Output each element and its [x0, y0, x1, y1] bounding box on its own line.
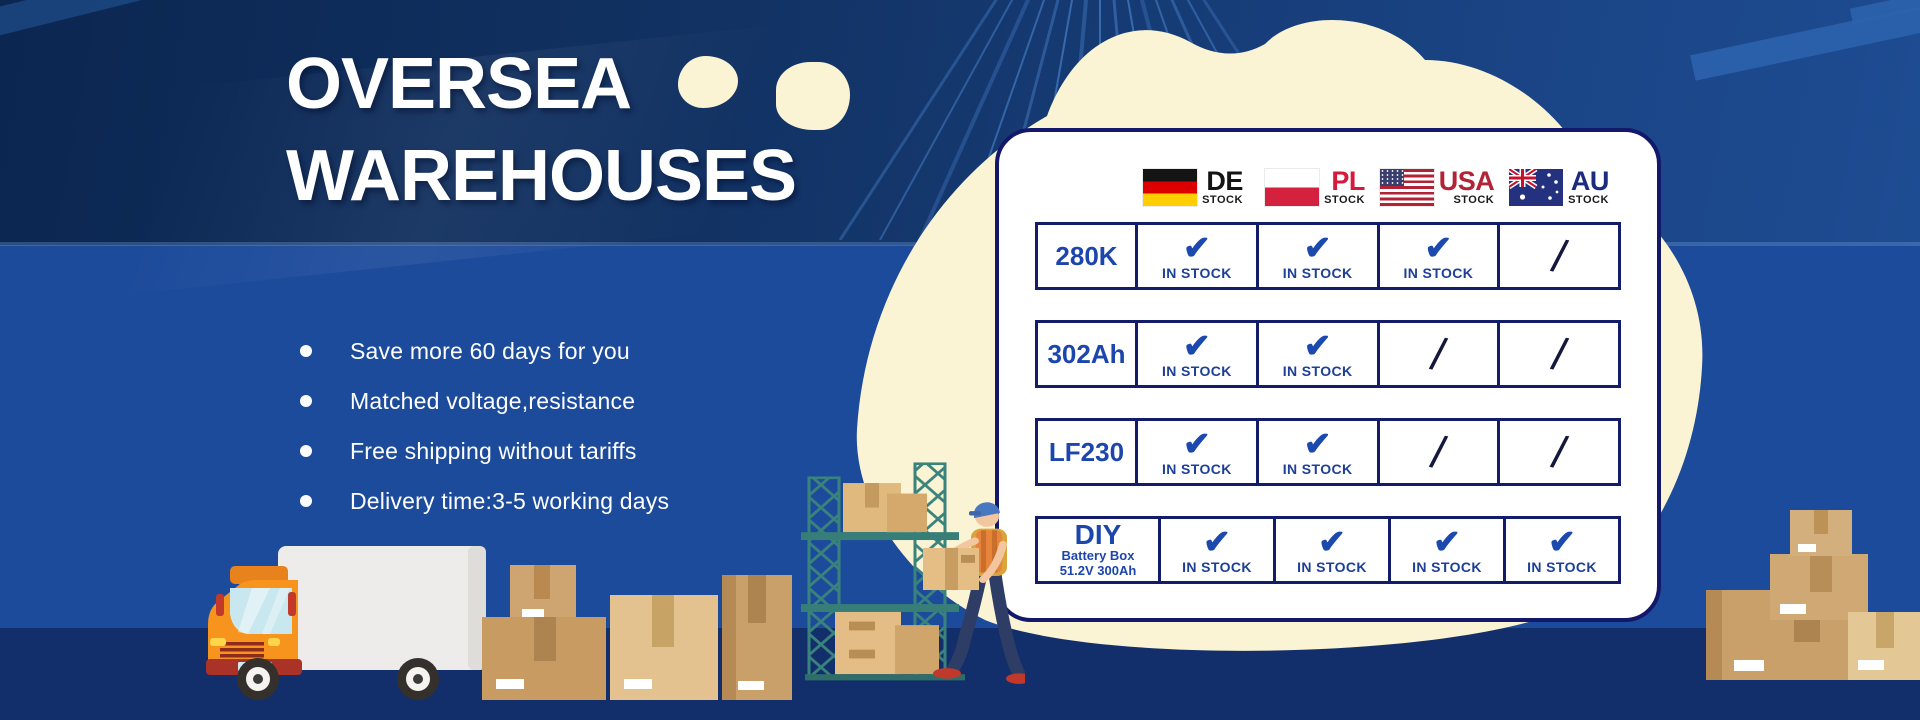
delivery-truck-icon [206, 546, 486, 700]
page-title: OVERSEA WAREHOUSES [286, 38, 797, 222]
table-row-280k: 280K ✔ IN STOCK ✔ IN STOCK ✔ IN STOCK / [1035, 222, 1621, 290]
table-row-diy: DIY Battery Box 51.2V 300Ah ✔ IN STOCK ✔… [1035, 516, 1621, 584]
table-row-lf230: LF230 ✔ IN STOCK ✔ IN STOCK / / [1035, 418, 1621, 486]
stock-mark-icon: ✔ [1183, 326, 1211, 364]
stock-mark-icon: ✔ [1303, 326, 1332, 364]
table-row-302ah: 302Ah ✔ IN STOCK ✔ IN STOCK / / [1035, 320, 1621, 388]
stock-cell: ✔ IN STOCK [1138, 225, 1256, 287]
stock-mark-icon: ✔ [1183, 424, 1211, 462]
cloud-puff-icon [776, 62, 850, 130]
usa-flag-icon [1379, 169, 1434, 206]
stock-cell: / [1376, 421, 1498, 483]
product-label: DIY Battery Box 51.2V 300Ah [1038, 519, 1161, 581]
in-stock-label: IN STOCK [1527, 558, 1597, 575]
warehouse-stock-label: STOCK [1202, 194, 1243, 206]
list-item: Delivery time:3-5 working days [300, 476, 669, 526]
australia-flag-icon [1509, 169, 1564, 206]
warehouse-stock-label: STOCK [1324, 194, 1365, 206]
list-item: Matched voltage,resistance [300, 376, 669, 426]
title-line-1: OVERSEA [286, 44, 632, 124]
poland-flag-icon [1265, 169, 1320, 206]
list-item: Free shipping without tariffs [300, 426, 669, 476]
stock-mark-icon: ✔ [1303, 424, 1332, 462]
list-item: Save more 60 days for you [300, 326, 669, 376]
warehouse-header-au: AU STOCK [1498, 162, 1620, 206]
germany-flag-icon [1143, 169, 1198, 206]
stock-mark-icon: / [1426, 425, 1451, 479]
stock-cell: / [1376, 323, 1498, 385]
warehouse-code: AU [1570, 166, 1610, 196]
stock-cell: / [1497, 421, 1618, 483]
stock-mark-icon: / [1426, 327, 1451, 381]
stock-cell: ✔ IN STOCK [1161, 519, 1273, 581]
in-stock-label: IN STOCK [1161, 362, 1232, 379]
benefit-text: Matched voltage,resistance [350, 387, 636, 414]
bullet-dot-icon [300, 345, 312, 357]
in-stock-label: IN STOCK [1161, 264, 1232, 281]
product-label: LF230 [1038, 421, 1138, 483]
stock-cell: ✔ IN STOCK [1255, 421, 1377, 483]
stock-cell: ✔ IN STOCK [1255, 225, 1377, 287]
in-stock-label: IN STOCK [1297, 558, 1367, 575]
stock-mark-icon: / [1547, 327, 1571, 381]
warehouse-stock-label: STOCK [1453, 194, 1495, 206]
in-stock-label: IN STOCK [1161, 460, 1232, 477]
warehouse-stock-card: DE STOCK PL STOCK USA [995, 128, 1661, 622]
warehouse-stock-label: STOCK [1568, 194, 1609, 206]
stock-cell: ✔ IN STOCK [1273, 519, 1388, 581]
product-label: 280K [1038, 225, 1138, 287]
benefit-text: Delivery time:3-5 working days [350, 487, 670, 514]
cardboard-boxes-icon [482, 565, 792, 700]
warehouse-code: USA [1438, 166, 1495, 196]
stock-cell: ✔ IN STOCK [1388, 519, 1503, 581]
stock-cell: ✔ IN STOCK [1138, 323, 1256, 385]
warehouse-code: PL [1331, 166, 1365, 196]
in-stock-label: IN STOCK [1282, 460, 1353, 477]
stock-mark-icon: ✔ [1318, 522, 1346, 560]
in-stock-label: IN STOCK [1412, 558, 1482, 575]
warehouse-header-row: DE STOCK PL STOCK USA [1132, 162, 1620, 206]
in-stock-label: IN STOCK [1403, 264, 1474, 281]
stock-mark-icon: ✔ [1433, 522, 1461, 560]
box-stack-icon [1706, 510, 1920, 680]
stock-cell: / [1497, 225, 1618, 287]
stock-mark-icon: ✔ [1203, 522, 1231, 560]
benefit-text: Save more 60 days for you [350, 337, 630, 364]
warehouse-header-pl: PL STOCK [1254, 162, 1376, 206]
title-line-2: WAREHOUSES [286, 136, 797, 216]
stock-mark-icon: ✔ [1424, 228, 1453, 266]
benefit-text: Free shipping without tariffs [350, 437, 637, 464]
bullet-dot-icon [300, 495, 312, 507]
stock-mark-icon: ✔ [1183, 228, 1211, 266]
cloud-puff-icon [678, 56, 738, 108]
stock-mark-icon: / [1547, 229, 1571, 283]
bullet-dot-icon [300, 445, 312, 457]
stock-cell: ✔ IN STOCK [1376, 225, 1498, 287]
warehouse-rack-worker-icon [801, 462, 1025, 684]
benefit-list: Save more 60 days for you Matched voltag… [300, 326, 669, 526]
warehouse-header-de: DE STOCK [1132, 162, 1254, 206]
warehouse-code: DE [1206, 166, 1243, 196]
stock-mark-icon: ✔ [1303, 228, 1332, 266]
stock-cell: ✔ IN STOCK [1255, 323, 1377, 385]
in-stock-label: IN STOCK [1282, 264, 1353, 281]
stock-mark-icon: ✔ [1548, 522, 1576, 560]
in-stock-label: IN STOCK [1282, 362, 1353, 379]
stock-mark-icon: / [1547, 425, 1571, 479]
stock-cell: / [1497, 323, 1618, 385]
bullet-dot-icon [300, 395, 312, 407]
stock-cell: ✔ IN STOCK [1138, 421, 1256, 483]
stock-cell: ✔ IN STOCK [1503, 519, 1618, 581]
warehouse-header-usa: USA STOCK [1376, 162, 1498, 206]
product-label: 302Ah [1038, 323, 1138, 385]
in-stock-label: IN STOCK [1182, 558, 1252, 575]
